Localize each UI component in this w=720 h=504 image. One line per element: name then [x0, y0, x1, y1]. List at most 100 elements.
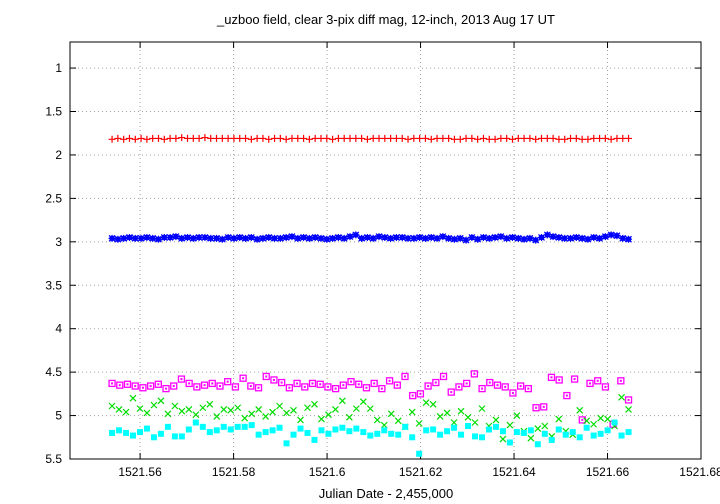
series-4-point [290, 406, 297, 414]
series-5-point [150, 434, 157, 441]
series-5-point [213, 427, 220, 434]
series-2-point [625, 235, 633, 243]
series-1-point [323, 134, 331, 142]
series-5-point [325, 430, 332, 437]
series-5-point [241, 423, 248, 430]
series-3-point [293, 379, 301, 388]
series-4-point [297, 416, 304, 424]
series-5-point [618, 432, 625, 439]
series-2-point [184, 233, 192, 241]
series-4-point [380, 421, 388, 429]
series-2-point [439, 233, 447, 241]
series-2-point [346, 233, 354, 241]
series-2-point [508, 233, 516, 241]
series-5-point [130, 432, 137, 439]
series-3-point [586, 379, 594, 388]
series-5-point [199, 423, 206, 430]
series-5-point [625, 429, 632, 436]
series-3-point [193, 383, 201, 391]
series-5-point [136, 429, 143, 436]
series-1-point [532, 135, 540, 143]
series-2-point [230, 234, 238, 242]
series-3-point [231, 383, 240, 391]
series-3-point [486, 378, 494, 387]
series-3-point [501, 383, 509, 391]
series-4-point [143, 409, 151, 417]
series-1-point [108, 135, 116, 143]
series-2-point [282, 233, 290, 241]
series-1-point [561, 135, 569, 143]
series-2-point [526, 234, 534, 242]
series-4-point [429, 400, 437, 408]
series-5-point [220, 423, 227, 430]
series-5-point [248, 422, 255, 429]
series-4-point [583, 417, 591, 425]
series-4-point [443, 409, 451, 417]
series-4-point [311, 400, 318, 408]
series-4-point [555, 415, 563, 423]
series-3-point [547, 373, 556, 381]
series-4-point [408, 408, 416, 416]
series-3-point [270, 376, 278, 384]
series-2-point [329, 234, 337, 242]
series-5-point [269, 427, 276, 434]
series-4-point [325, 411, 332, 419]
data-points [108, 134, 633, 457]
series-2-point [369, 234, 377, 242]
series-4-point [304, 404, 311, 412]
series-4-point [394, 417, 402, 425]
series-5-point [506, 439, 513, 446]
series-2-point [485, 234, 493, 242]
series-2-point [404, 234, 412, 242]
series-4-point [262, 413, 270, 420]
series-3-point [601, 383, 610, 391]
series-4-point [457, 407, 465, 415]
series-3-point [617, 377, 625, 385]
series-3-point [185, 379, 193, 388]
series-2-point [491, 233, 499, 241]
series-2-point [294, 234, 302, 242]
series-2-point [131, 234, 139, 242]
series-1-point [474, 135, 482, 143]
series-4-point [387, 410, 395, 418]
series-5-point [513, 429, 520, 436]
series-2-point [265, 233, 273, 241]
series-3-point [478, 384, 486, 393]
series-3-point [308, 379, 317, 388]
series-5-point [520, 429, 527, 436]
y-tick-label: 4 [55, 322, 62, 336]
series-5-point [395, 431, 402, 438]
series-5-point [255, 431, 262, 438]
series-3-point [455, 383, 463, 391]
series-2-point [253, 235, 261, 243]
series-4-point [178, 407, 186, 415]
series-4-point [318, 415, 325, 423]
series-4-point [541, 422, 549, 430]
series-4-point [338, 397, 346, 405]
series-1-point [276, 134, 284, 142]
series-1-point [404, 135, 412, 143]
series-5-point [548, 436, 555, 443]
series-3-point [524, 384, 532, 393]
series-5-point [611, 419, 618, 426]
series-5-point [381, 427, 388, 434]
series-2-point [398, 233, 406, 241]
series-5-point [416, 450, 423, 457]
series-2-point [387, 234, 395, 242]
series-4-point [450, 419, 458, 426]
series-4-point [590, 420, 598, 428]
series-3-point [432, 378, 440, 387]
series-2-point [218, 235, 226, 243]
series-3-point [424, 382, 432, 390]
series-2-point [450, 235, 458, 243]
series-2-point [207, 234, 215, 242]
x-tick-label: 1521.58 [212, 465, 256, 479]
series-4-point [373, 416, 381, 424]
series-3-point [493, 381, 502, 389]
series-3-point [370, 379, 378, 388]
series-3-point [108, 379, 116, 388]
series-2-point [363, 233, 371, 241]
series-1-point [282, 135, 290, 143]
series-3-point [594, 377, 602, 385]
series-3-point [355, 380, 363, 388]
